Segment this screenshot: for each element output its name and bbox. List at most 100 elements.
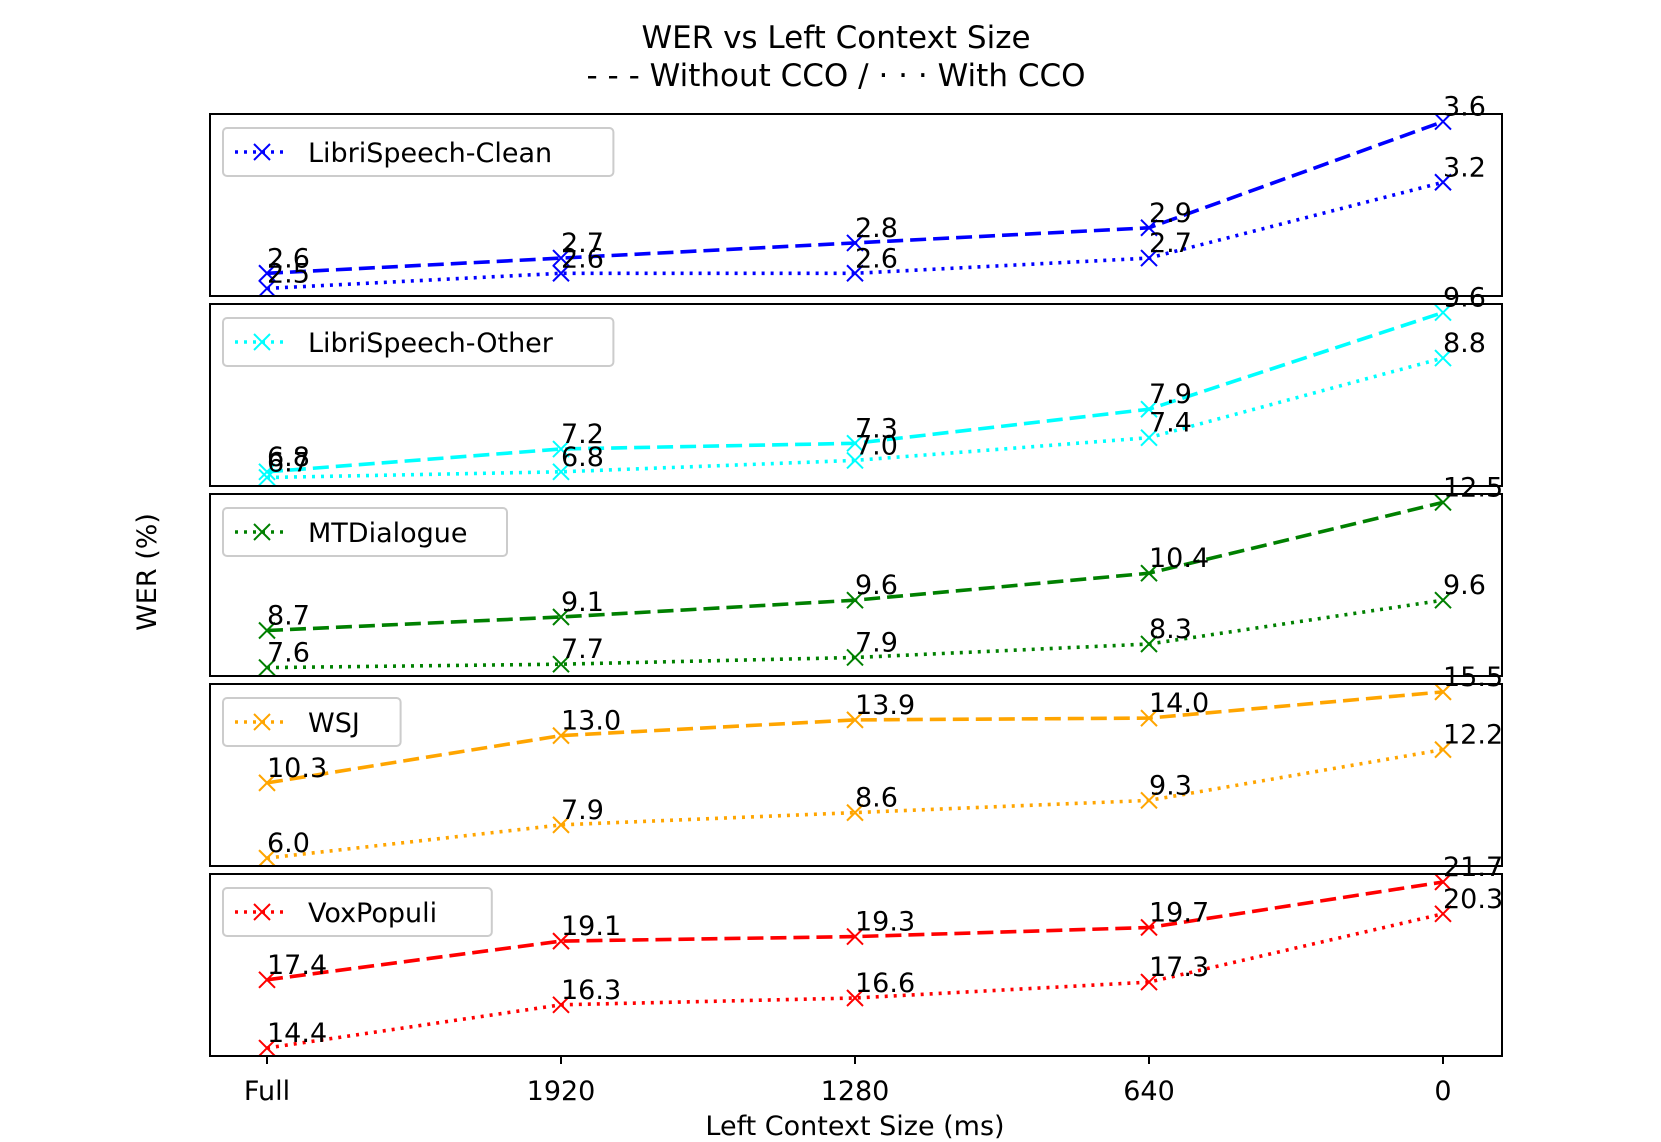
wsj-without-cco-marker-4 <box>1434 683 1452 701</box>
chart-subtitle: - - - Without CCO / · · · With CCO <box>586 58 1085 94</box>
mtdialogue-with-cco-label-4: 9.6 <box>1443 570 1486 601</box>
librispeech-other-with-cco-label-2: 7.0 <box>855 430 898 461</box>
voxpopuli-legend-marker <box>253 903 271 921</box>
librispeech-clean-without-cco-label-2: 2.8 <box>855 213 898 244</box>
librispeech-clean-frame <box>209 113 1503 297</box>
x-tick-label-3: 640 <box>1123 1076 1175 1107</box>
wsj-with-cco-label-3: 9.3 <box>1149 770 1192 801</box>
mtdialogue-with-cco-marker-1 <box>552 655 570 673</box>
voxpopuli-without-cco-label-1: 19.1 <box>561 911 621 942</box>
mtdialogue-with-cco-label-2: 7.9 <box>855 628 898 659</box>
wsj-legend-box <box>222 697 402 747</box>
wsj-without-cco-label-4: 15.5 <box>1443 662 1503 693</box>
wsj-with-cco-marker-3 <box>1140 791 1158 810</box>
wsj-with-cco-marker-0 <box>258 849 276 867</box>
librispeech-other-without-cco-marker-4 <box>1434 303 1452 322</box>
x-tick-label-2: 1280 <box>821 1076 890 1107</box>
librispeech-other-frame <box>209 303 1503 487</box>
voxpopuli-without-cco-label-2: 19.3 <box>855 907 915 938</box>
librispeech-other-without-cco-label-3: 7.9 <box>1149 379 1192 410</box>
wsj-without-cco-marker-1 <box>552 726 570 745</box>
mtdialogue-with-cco-marker-2 <box>846 648 864 667</box>
voxpopuli-with-cco-label-2: 16.6 <box>855 968 915 999</box>
mtdialogue-without-cco-label-1: 9.1 <box>561 587 604 618</box>
librispeech-other-legend-label: LibriSpeech-Other <box>308 328 554 359</box>
librispeech-clean-with-cco-label-3: 2.7 <box>1149 228 1192 259</box>
librispeech-other-without-cco-label-1: 7.2 <box>561 419 604 450</box>
mtdialogue-with-cco-label-0: 7.6 <box>267 638 310 669</box>
mtdialogue-frame <box>209 493 1503 677</box>
wsj-without-cco-label-3: 14.0 <box>1149 688 1209 719</box>
librispeech-other-with-cco-label-1: 6.8 <box>561 442 604 473</box>
voxpopuli-without-cco-marker-0 <box>258 971 276 989</box>
voxpopuli-with-cco-marker-0 <box>258 1039 276 1057</box>
librispeech-clean-legend: LibriSpeech-Clean <box>222 127 615 177</box>
mtdialogue-without-cco-label-0: 8.7 <box>267 601 310 632</box>
librispeech-clean-legend-box <box>222 127 615 177</box>
librispeech-other-without-cco-label-0: 6.8 <box>267 442 310 473</box>
voxpopuli-legend: VoxPopuli <box>222 887 493 937</box>
librispeech-other-legend-box <box>222 317 615 367</box>
librispeech-other-legend-marker <box>253 333 271 351</box>
wsj-with-cco-marker-1 <box>552 816 570 834</box>
librispeech-other-with-cco-label-0: 6.7 <box>267 448 310 479</box>
librispeech-clean-legend-label: LibriSpeech-Clean <box>308 138 552 169</box>
wsj-with-cco-label-0: 6.0 <box>267 828 310 859</box>
librispeech-other-with-cco-label-3: 7.4 <box>1149 408 1192 439</box>
mtdialogue-without-cco-marker-0 <box>258 621 276 640</box>
librispeech-clean-without-cco-label-1: 2.7 <box>561 228 604 259</box>
librispeech-clean-with-cco-label-1: 2.6 <box>561 243 604 274</box>
voxpopuli-with-cco-label-3: 17.3 <box>1149 952 1209 983</box>
librispeech-clean-without-cco-label-3: 2.9 <box>1149 198 1192 229</box>
mtdialogue-without-cco-label-2: 9.6 <box>855 570 898 601</box>
panel-librispeech-other: 6.87.2 7.37.99.66.7 6.8 7.07.48.8LibriSpeec… <box>209 283 1503 487</box>
librispeech-clean-legend-marker <box>253 143 271 161</box>
mtdialogue-legend: MTDialogue <box>222 507 508 557</box>
mtdialogue-with-cco-label-1: 7.7 <box>561 634 604 665</box>
mtdialogue-without-cco-marker-4 <box>1434 493 1452 512</box>
voxpopuli-with-cco-label-4: 20.3 <box>1443 884 1503 915</box>
librispeech-other-with-cco-marker-2 <box>846 451 864 470</box>
wsj-with-cco-marker-4 <box>1434 740 1452 759</box>
wsj-without-cco-label-1: 13.0 <box>561 706 621 737</box>
panel-voxpopuli: 17.4 19.1 19.3 19.7 21.7 14.4 16.3 16.6 17.3 20.3… <box>209 852 1503 1057</box>
voxpopuli-without-cco-label-0: 17.4 <box>267 950 327 981</box>
librispeech-other-without-cco-label-2: 7.3 <box>855 413 898 444</box>
mtdialogue-legend-marker <box>253 523 271 541</box>
voxpopuli-without-cco-label-4: 21.7 <box>1443 852 1503 883</box>
wsj-without-cco-marker-2 <box>846 711 864 729</box>
mtdialogue-legend-label: MTDialogue <box>308 518 468 549</box>
librispeech-other-with-cco-marker-3 <box>1140 428 1158 447</box>
mtdialogue-without-cco-marker-3 <box>1140 564 1158 582</box>
librispeech-other-without-cco-marker-1 <box>552 440 570 458</box>
librispeech-other-without-cco-label-4: 9.6 <box>1443 283 1486 314</box>
librispeech-other-with-cco-marker-4 <box>1434 349 1452 367</box>
y-axis-label: WER (%) <box>132 513 163 631</box>
librispeech-other-with-cco-label-4: 8.8 <box>1443 328 1486 359</box>
voxpopuli-without-cco-marker-2 <box>846 927 864 946</box>
voxpopuli-legend-label: VoxPopuli <box>308 898 437 929</box>
wsj-with-cco-line <box>266 747 1444 860</box>
x-tick-label-1: 1920 <box>527 1076 596 1107</box>
librispeech-clean-without-cco-marker-0 <box>258 264 276 282</box>
mtdialogue-without-cco-marker-1 <box>552 608 570 626</box>
librispeech-clean-without-cco-label-4: 3.6 <box>1443 92 1486 123</box>
wsj-without-cco-marker-3 <box>1140 709 1158 727</box>
mtdialogue-without-cco-label-4: 12.5 <box>1443 472 1503 503</box>
voxpopuli-without-cco-label-3: 19.7 <box>1149 898 1209 929</box>
wsj-with-cco-marker-2 <box>846 803 864 822</box>
librispeech-clean-without-cco-marker-3 <box>1140 219 1158 237</box>
librispeech-clean-with-cco-label-4: 3.2 <box>1443 152 1486 183</box>
mtdialogue-with-cco-marker-4 <box>1434 591 1452 609</box>
wsj-legend: WSJ <box>222 697 402 747</box>
librispeech-other-without-cco-marker-2 <box>846 434 864 453</box>
librispeech-clean-with-cco-marker-0 <box>258 279 276 298</box>
panel-wsj: 10.3 13.0 13.9 14.0 15.5 6.0 7.9 8.6 9.3 12.2 WSJ <box>209 662 1503 867</box>
librispeech-clean-without-cco-marker-4 <box>1434 112 1452 131</box>
mtdialogue-without-cco-marker-2 <box>846 591 864 609</box>
librispeech-other-with-cco-marker-1 <box>552 463 570 481</box>
x-tick-label-0: Full <box>244 1076 290 1107</box>
mtdialogue-with-cco-label-3: 8.3 <box>1149 614 1192 645</box>
voxpopuli-with-cco-marker-3 <box>1140 973 1158 991</box>
